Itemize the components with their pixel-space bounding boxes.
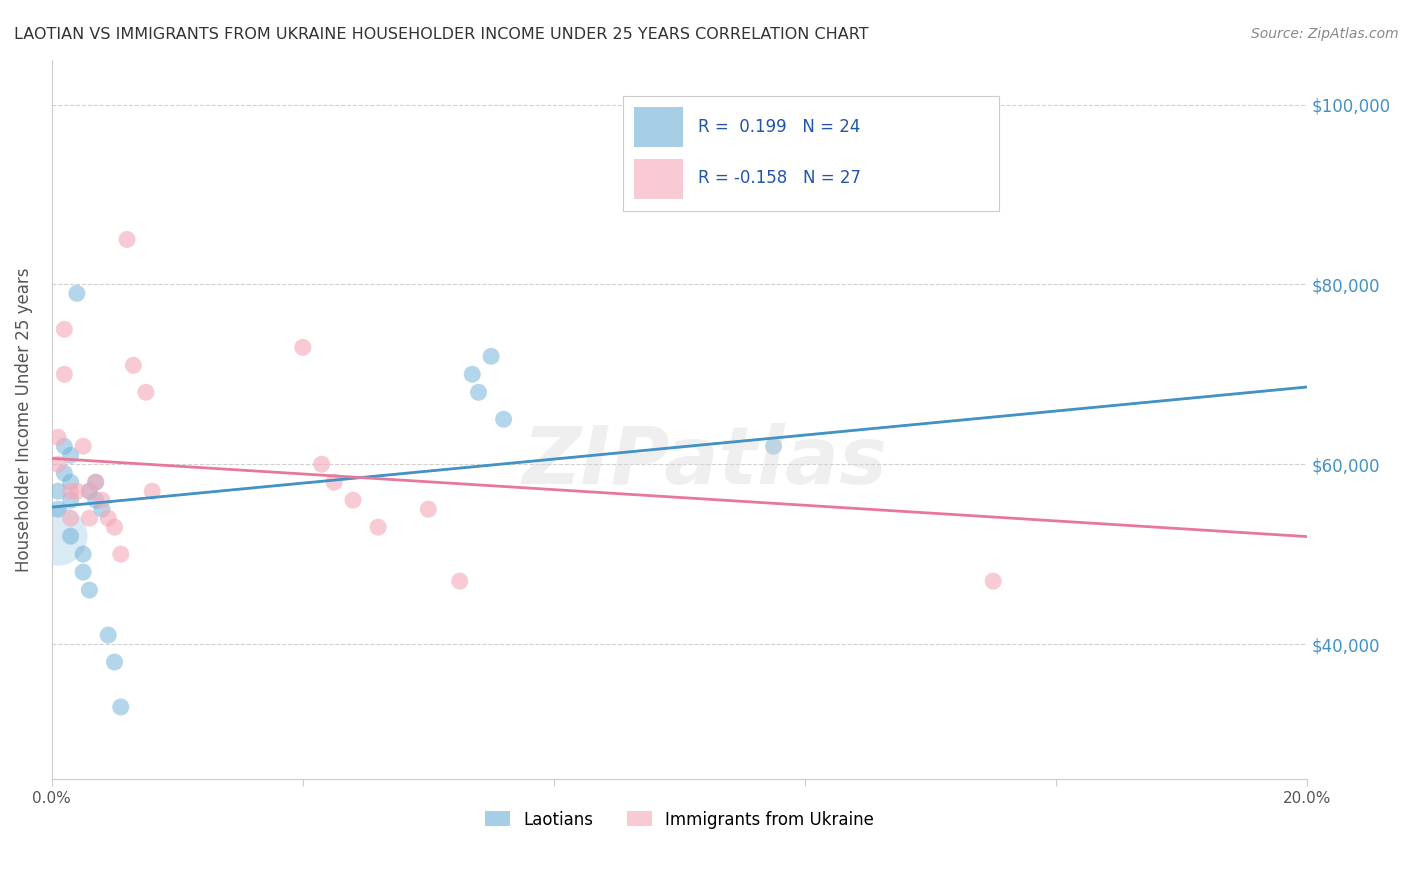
Point (342, 493, 364, 508)
Point (115, 232, 138, 246)
Point (84, 475, 107, 490)
Point (79, 484, 101, 499)
Point (97, 628, 120, 642)
Point (53, 439, 76, 453)
Point (291, 340, 314, 354)
Point (122, 359, 145, 373)
Point (84, 493, 107, 508)
Point (367, 520, 389, 534)
Point (59, 529, 82, 543)
Point (461, 368, 484, 382)
Point (59, 475, 82, 490)
Text: Source: ZipAtlas.com: Source: ZipAtlas.com (1251, 27, 1399, 41)
Point (981, 574, 1004, 588)
Legend: Laotians, Immigrants from Ukraine: Laotians, Immigrants from Ukraine (478, 804, 880, 835)
Text: ZIPatlas: ZIPatlas (522, 424, 887, 501)
Point (46, 502, 69, 516)
Point (467, 385, 489, 400)
Point (66, 484, 89, 499)
Point (449, 574, 471, 588)
Point (72, 547, 94, 561)
Point (135, 385, 157, 400)
Point (72, 439, 94, 453)
Y-axis label: Householder Income Under 25 years: Householder Income Under 25 years (15, 267, 32, 572)
Point (46, 529, 69, 543)
Point (311, 457, 333, 471)
Point (479, 349, 502, 363)
Point (492, 412, 515, 426)
Point (103, 520, 125, 534)
Point (66, 286, 89, 301)
Point (79, 511, 101, 525)
Point (141, 484, 163, 499)
Point (59, 511, 82, 525)
Point (84, 475, 107, 490)
Point (110, 547, 132, 561)
Point (323, 475, 346, 490)
Point (59, 493, 82, 508)
Point (97, 511, 120, 525)
Point (79, 583, 101, 598)
Point (53, 467, 76, 481)
Point (59, 484, 82, 499)
Point (110, 700, 132, 714)
Point (53, 368, 76, 382)
Point (103, 655, 125, 669)
Point (79, 484, 101, 499)
Point (762, 439, 785, 453)
Point (91, 493, 114, 508)
Point (418, 502, 440, 516)
Point (91, 502, 114, 516)
Point (46, 457, 69, 471)
Point (46, 484, 69, 499)
Text: LAOTIAN VS IMMIGRANTS FROM UKRAINE HOUSEHOLDER INCOME UNDER 25 YEARS CORRELATION: LAOTIAN VS IMMIGRANTS FROM UKRAINE HOUSE… (14, 27, 869, 42)
Point (46, 430, 69, 444)
Point (72, 565, 94, 579)
Point (59, 448, 82, 462)
Point (53, 322, 76, 336)
